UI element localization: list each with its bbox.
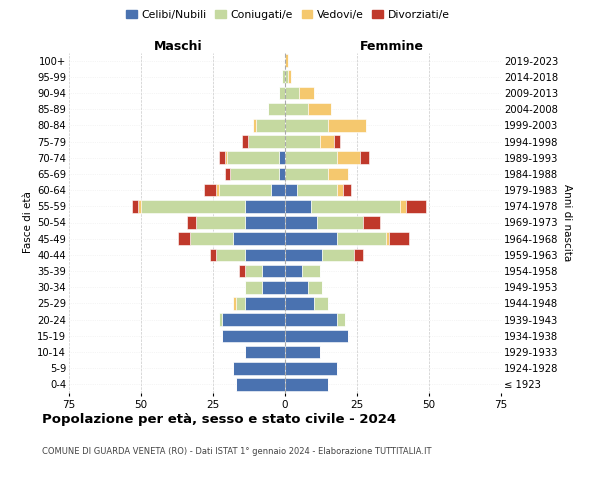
Bar	[253, 119, 256, 132]
Bar	[386, 232, 389, 245]
Bar	[285, 168, 328, 180]
Bar	[285, 86, 299, 100]
Bar	[224, 168, 230, 180]
Bar	[322, 248, 354, 261]
Bar	[205, 184, 216, 196]
Bar	[337, 232, 386, 245]
Bar	[288, 70, 291, 83]
Bar	[262, 265, 285, 278]
Bar	[190, 232, 233, 245]
Bar	[221, 330, 285, 342]
Bar	[239, 265, 245, 278]
Bar	[178, 232, 190, 245]
Bar	[285, 281, 308, 293]
Bar	[299, 86, 314, 100]
Bar	[285, 103, 308, 116]
Bar	[245, 281, 262, 293]
Bar	[314, 297, 328, 310]
Legend: Celibi/Nubili, Coniugati/e, Vedovi/e, Divorziati/e: Celibi/Nubili, Coniugati/e, Vedovi/e, Di…	[122, 6, 454, 24]
Bar	[219, 314, 221, 326]
Bar	[308, 103, 331, 116]
Bar	[337, 314, 346, 326]
Bar	[285, 297, 314, 310]
Bar	[245, 248, 285, 261]
Bar	[233, 297, 236, 310]
Bar	[334, 135, 340, 148]
Bar	[360, 152, 368, 164]
Bar	[224, 152, 227, 164]
Bar	[216, 248, 245, 261]
Bar	[187, 216, 196, 229]
Bar	[233, 232, 285, 245]
Bar	[285, 248, 322, 261]
Text: Femmine: Femmine	[359, 40, 424, 52]
Bar	[354, 248, 363, 261]
Bar	[141, 200, 245, 212]
Bar	[133, 200, 138, 212]
Bar	[285, 232, 337, 245]
Bar	[389, 232, 409, 245]
Bar	[285, 119, 328, 132]
Bar	[210, 248, 216, 261]
Bar	[337, 184, 343, 196]
Bar	[285, 54, 288, 67]
Bar	[311, 200, 400, 212]
Bar	[236, 378, 285, 390]
Bar	[328, 168, 349, 180]
Bar	[279, 86, 285, 100]
Bar	[245, 346, 285, 358]
Bar	[285, 346, 320, 358]
Bar	[320, 135, 334, 148]
Bar	[285, 216, 317, 229]
Bar	[248, 135, 285, 148]
Bar	[285, 70, 288, 83]
Bar	[245, 265, 262, 278]
Bar	[219, 184, 271, 196]
Bar	[400, 200, 406, 212]
Bar	[256, 119, 285, 132]
Bar	[221, 314, 285, 326]
Bar	[279, 168, 285, 180]
Bar	[285, 265, 302, 278]
Bar	[227, 152, 279, 164]
Bar	[285, 135, 320, 148]
Bar	[343, 184, 351, 196]
Bar	[406, 200, 426, 212]
Bar	[216, 184, 219, 196]
Bar	[363, 216, 380, 229]
Bar	[328, 119, 365, 132]
Bar	[245, 216, 285, 229]
Bar	[285, 378, 328, 390]
Bar	[317, 216, 363, 229]
Bar	[296, 184, 337, 196]
Bar	[245, 297, 285, 310]
Bar	[285, 184, 296, 196]
Bar	[219, 152, 224, 164]
Bar	[279, 152, 285, 164]
Text: Maschi: Maschi	[154, 40, 203, 52]
Bar	[285, 362, 337, 374]
Bar	[282, 70, 285, 83]
Bar	[285, 200, 311, 212]
Bar	[262, 281, 285, 293]
Bar	[308, 281, 322, 293]
Y-axis label: Anni di nascita: Anni di nascita	[562, 184, 572, 261]
Bar	[271, 184, 285, 196]
Bar	[285, 152, 337, 164]
Bar	[302, 265, 320, 278]
Bar	[242, 135, 248, 148]
Y-axis label: Fasce di età: Fasce di età	[23, 192, 33, 254]
Bar	[230, 168, 279, 180]
Bar	[285, 330, 349, 342]
Bar	[245, 200, 285, 212]
Bar	[285, 314, 337, 326]
Bar	[196, 216, 245, 229]
Bar	[337, 152, 360, 164]
Bar	[138, 200, 141, 212]
Bar	[233, 362, 285, 374]
Bar	[236, 297, 245, 310]
Bar	[268, 103, 285, 116]
Text: Popolazione per età, sesso e stato civile - 2024: Popolazione per età, sesso e stato civil…	[42, 412, 396, 426]
Text: COMUNE DI GUARDA VENETA (RO) - Dati ISTAT 1° gennaio 2024 - Elaborazione TUTTITA: COMUNE DI GUARDA VENETA (RO) - Dati ISTA…	[42, 448, 431, 456]
